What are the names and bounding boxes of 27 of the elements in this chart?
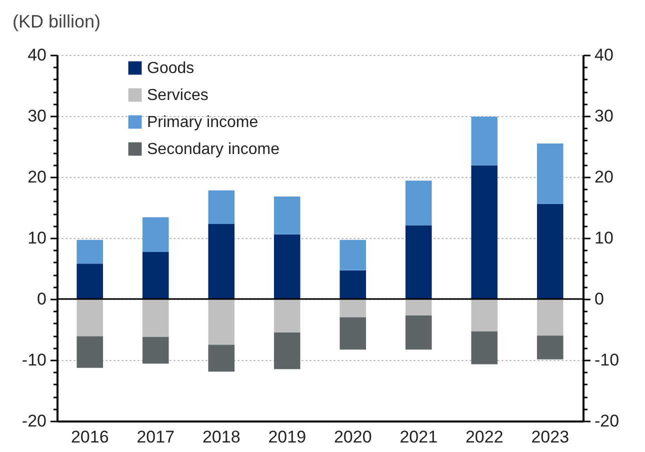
x-tick-label: 2021 <box>400 428 438 446</box>
y2-tick-label: 30 <box>594 106 614 126</box>
x-tick-label: 2023 <box>531 428 570 446</box>
x-tick-label: 2022 <box>465 428 504 446</box>
y-tick-label: 0 <box>37 290 46 308</box>
x-tick-label: 2017 <box>136 428 175 446</box>
x-tick-label: 2020 <box>334 428 372 446</box>
y2-tick-label: 40 <box>594 46 614 64</box>
legend-label: Goods <box>147 60 194 77</box>
y2-tick-label: 0 <box>594 290 604 308</box>
y2-tick-label: -20 <box>594 412 620 430</box>
y-axis-title: (KD billion) <box>12 12 101 32</box>
legend-label: Services <box>147 87 208 104</box>
y2-tick-label: 10 <box>594 228 614 248</box>
legend-label: Secondary income <box>147 141 280 158</box>
legend-label: Primary income <box>147 114 258 131</box>
y-tick-label: 40 <box>28 46 46 64</box>
y-tick-label: 30 <box>28 106 46 126</box>
y2-tick-label: 20 <box>594 168 614 186</box>
y-tick-label: -20 <box>22 412 46 430</box>
y-tick-label: 10 <box>28 228 46 248</box>
y-tick-label: -10 <box>22 350 46 370</box>
y2-tick-label: -10 <box>594 350 620 370</box>
x-tick-label: 2019 <box>268 428 306 446</box>
y-tick-label: 20 <box>28 168 46 186</box>
x-tick-label: 2016 <box>70 428 109 446</box>
x-tick-label: 2018 <box>202 428 240 446</box>
